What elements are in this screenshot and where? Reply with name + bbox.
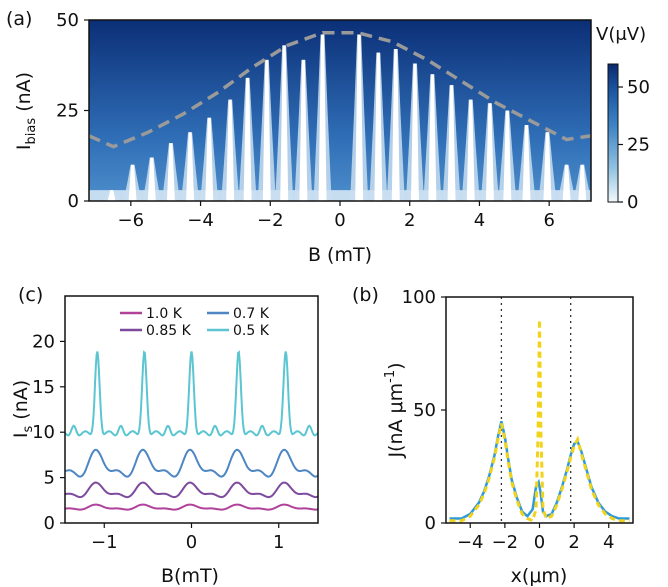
- colorbar: [608, 64, 618, 202]
- plot-a-x-ticks: −6 −4 −2 0 2 4 6: [118, 201, 555, 231]
- legend-label: 1.0 K: [146, 306, 183, 322]
- panel-b: (b) −4 −2 0 2 4 0 50 100 x(μm) J(nA μm-1): [352, 284, 633, 587]
- series-line-085K: [65, 483, 318, 498]
- panel-b-label: (b): [352, 284, 379, 306]
- x-tick-label: −2: [257, 210, 284, 231]
- y-tick-label: 0: [68, 191, 79, 212]
- plot-c-x-ticks: −1 0 1: [91, 523, 284, 553]
- legend-label: 0.7 K: [233, 306, 270, 322]
- colorbar-tick-label: 50: [627, 77, 650, 98]
- y-tick-label: 25: [56, 101, 79, 122]
- y-tick-label: 15: [32, 377, 55, 398]
- series-line-05K: [65, 351, 318, 435]
- colorbar-tick-label: 25: [627, 135, 650, 156]
- x-tick-label: −1: [91, 532, 118, 553]
- x-tick-label: 2: [568, 532, 579, 553]
- series-line-10K: [65, 505, 318, 510]
- x-tick-label: 1: [273, 532, 284, 553]
- x-tick-label: 2: [404, 210, 415, 231]
- plot-b-x-ticks: −4 −2 0 2 4: [457, 523, 615, 553]
- y-tick-label: 50: [413, 400, 436, 421]
- y-tick-label: 5: [44, 468, 55, 489]
- x-tick-label: −4: [457, 532, 484, 553]
- legend-label: 0.5 K: [233, 323, 270, 339]
- plot-c-legend: 1.0 K0.85 K 0.7 K0.5 K: [120, 306, 270, 339]
- x-tick-label: −4: [187, 210, 214, 231]
- y-tick-label: 0: [44, 513, 55, 534]
- plot-b-ylabel-sup: -1: [383, 370, 398, 383]
- colorbar-ticks: 0 25 50: [618, 77, 650, 213]
- y-tick-label: 0: [425, 513, 436, 534]
- plot-a-xlabel: B (mT): [308, 244, 372, 266]
- plot-b-lines: [450, 320, 630, 521]
- series-line-07K: [65, 450, 318, 477]
- colorbar-label: V(μV): [596, 24, 646, 45]
- plot-c-lines: [65, 351, 318, 509]
- plot-b-ylabel: J(nA μm-1): [383, 362, 407, 458]
- panel-c-label: (c): [18, 284, 43, 306]
- y-tick-label: 20: [32, 331, 55, 352]
- plot-b-ylabel-end: ): [385, 362, 407, 369]
- plot-a-ylabel-unit: (nA): [13, 72, 35, 118]
- y-tick-label: 100: [402, 287, 436, 308]
- x-tick-label: −2: [492, 532, 519, 553]
- x-tick-label: 0: [334, 210, 345, 231]
- plot-a-ylabel-sub: bias: [24, 118, 39, 145]
- plot-c-xlabel: B(mT): [161, 565, 219, 587]
- plot-b-xlabel: x(μm): [511, 565, 568, 587]
- colorbar-tick-label: 0: [627, 192, 638, 213]
- plot-b-y-ticks: 0 50 100: [402, 287, 446, 534]
- plot-c-ylabel-unit: (nA): [10, 380, 32, 426]
- x-tick-label: 6: [543, 210, 554, 231]
- legend-label: 0.85 K: [146, 323, 192, 339]
- panel-a: (a) −6 −4 −2 0 2 4 6 0 25 50 B (mT) Ibias (nA) V…: [6, 8, 650, 266]
- x-tick-label: −6: [118, 210, 145, 231]
- plot-a-ylabel: Ibias (nA): [13, 72, 39, 150]
- x-tick-label: 4: [474, 210, 485, 231]
- x-tick-label: 4: [603, 532, 614, 553]
- panel-a-label: (a): [6, 8, 32, 30]
- y-tick-label: 50: [56, 10, 79, 31]
- plot-a-y-ticks: 0 25 50: [56, 10, 89, 212]
- x-tick-label: 0: [534, 532, 545, 553]
- x-tick-label: 0: [186, 532, 197, 553]
- heatmap-background: [89, 20, 591, 201]
